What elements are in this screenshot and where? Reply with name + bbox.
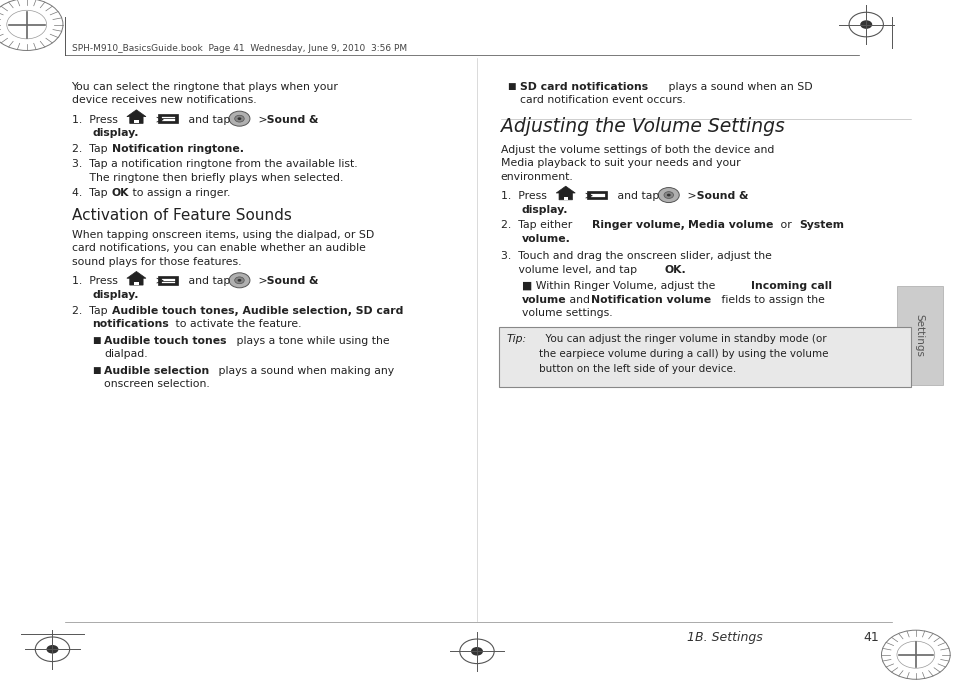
Text: volume level, and tap: volume level, and tap xyxy=(500,265,639,275)
Text: device receives new notifications.: device receives new notifications. xyxy=(71,95,256,106)
Circle shape xyxy=(666,194,670,196)
Text: and tap: and tap xyxy=(185,276,231,286)
Bar xyxy=(896,286,942,385)
Text: Media volume: Media volume xyxy=(687,220,772,231)
Text: When tapping onscreen items, using the dialpad, or SD: When tapping onscreen items, using the d… xyxy=(71,230,374,240)
Text: 2.  Tap either: 2. Tap either xyxy=(500,220,575,231)
Text: and: and xyxy=(565,295,593,305)
Text: >: > xyxy=(683,191,696,201)
Text: 1.  Press: 1. Press xyxy=(71,276,117,286)
Text: plays a tone while using the: plays a tone while using the xyxy=(233,336,389,346)
Bar xyxy=(563,197,567,200)
Text: to activate the feature.: to activate the feature. xyxy=(172,319,301,329)
Text: OK: OK xyxy=(112,188,129,198)
Text: Sound &: Sound & xyxy=(263,115,318,125)
Text: Media playback to suit your needs and your: Media playback to suit your needs and yo… xyxy=(500,158,740,168)
Text: sound plays for those features.: sound plays for those features. xyxy=(71,257,241,267)
Polygon shape xyxy=(127,110,146,123)
Text: Activation of Feature Sounds: Activation of Feature Sounds xyxy=(71,208,291,223)
Text: Ringer volume,: Ringer volume, xyxy=(592,220,684,231)
Text: notifications: notifications xyxy=(92,319,169,329)
Circle shape xyxy=(229,273,250,288)
Text: plays a sound when an SD: plays a sound when an SD xyxy=(664,82,812,92)
Text: 4.  Tap: 4. Tap xyxy=(71,188,111,198)
Text: Tip:: Tip: xyxy=(506,334,526,344)
Circle shape xyxy=(860,20,871,29)
Circle shape xyxy=(237,117,241,120)
Text: System: System xyxy=(799,220,843,231)
Text: display.: display. xyxy=(92,128,139,138)
Bar xyxy=(158,115,177,123)
Text: Notification ringtone.: Notification ringtone. xyxy=(112,144,243,154)
Text: to assign a ringer.: to assign a ringer. xyxy=(129,188,230,198)
Bar xyxy=(498,327,910,387)
Text: button on the left side of your device.: button on the left side of your device. xyxy=(538,364,736,374)
Text: The ringtone then briefly plays when selected.: The ringtone then briefly plays when sel… xyxy=(71,173,342,183)
Text: SD card notifications: SD card notifications xyxy=(519,82,647,92)
Text: Notification volume: Notification volume xyxy=(591,295,711,305)
Text: You can adjust the ringer volume in standby mode (or: You can adjust the ringer volume in stan… xyxy=(538,334,825,344)
Polygon shape xyxy=(556,186,575,200)
Circle shape xyxy=(234,115,244,122)
Text: Sound &: Sound & xyxy=(692,191,747,201)
Text: card notification event occurs.: card notification event occurs. xyxy=(519,95,685,106)
Text: Adjusting the Volume Settings: Adjusting the Volume Settings xyxy=(500,117,783,136)
Text: environment.: environment. xyxy=(500,172,573,182)
Polygon shape xyxy=(127,271,146,285)
Text: Audible touch tones: Audible touch tones xyxy=(104,336,226,346)
Text: 41: 41 xyxy=(862,631,879,644)
Text: 1.  Press: 1. Press xyxy=(500,191,546,201)
Text: and tap: and tap xyxy=(185,115,231,125)
Text: SPH-M910_BasicsGuide.book  Page 41  Wednesday, June 9, 2010  3:56 PM: SPH-M910_BasicsGuide.book Page 41 Wednes… xyxy=(71,44,406,53)
Bar xyxy=(134,121,138,123)
Bar xyxy=(134,282,138,285)
Text: ■ Within Ringer Volume, adjust the: ■ Within Ringer Volume, adjust the xyxy=(521,281,718,291)
Text: 2.  Tap: 2. Tap xyxy=(71,306,111,316)
Text: Adjust the volume settings of both the device and: Adjust the volume settings of both the d… xyxy=(500,145,774,155)
Text: >: > xyxy=(152,115,164,125)
Text: Settings: Settings xyxy=(914,314,923,357)
Text: and tap: and tap xyxy=(614,191,659,201)
Text: >: > xyxy=(152,276,164,286)
Circle shape xyxy=(234,277,244,284)
Text: You can select the ringtone that plays when your: You can select the ringtone that plays w… xyxy=(71,82,338,92)
Text: 3.  Tap a notification ringtone from the available list.: 3. Tap a notification ringtone from the … xyxy=(71,159,356,169)
Bar xyxy=(158,276,177,284)
Text: Audible touch tones, Audible selection, SD card: Audible touch tones, Audible selection, … xyxy=(112,306,402,316)
Circle shape xyxy=(237,279,241,282)
Text: the earpiece volume during a call) by using the volume: the earpiece volume during a call) by us… xyxy=(538,349,827,359)
Text: Incoming call: Incoming call xyxy=(750,281,831,291)
Text: >: > xyxy=(254,115,267,125)
Text: 2.  Tap: 2. Tap xyxy=(71,144,111,154)
Text: fields to assign the: fields to assign the xyxy=(718,295,824,305)
Text: >: > xyxy=(580,191,593,201)
Text: 3.  Touch and drag the onscreen slider, adjust the: 3. Touch and drag the onscreen slider, a… xyxy=(500,251,771,261)
Bar xyxy=(587,191,606,199)
Text: volume settings.: volume settings. xyxy=(521,308,612,318)
Text: >: > xyxy=(254,276,267,286)
Circle shape xyxy=(663,192,673,198)
Text: ■: ■ xyxy=(92,336,104,344)
Circle shape xyxy=(47,645,58,653)
Circle shape xyxy=(471,647,482,655)
Text: 1.  Press: 1. Press xyxy=(71,115,117,125)
Text: Sound &: Sound & xyxy=(263,276,318,286)
Text: volume.: volume. xyxy=(521,234,570,244)
Text: ■: ■ xyxy=(508,82,519,91)
Text: or: or xyxy=(776,220,794,231)
Text: volume: volume xyxy=(521,295,566,305)
Text: plays a sound when making any: plays a sound when making any xyxy=(214,366,394,376)
Text: display.: display. xyxy=(521,205,568,215)
Text: card notifications, you can enable whether an audible: card notifications, you can enable wheth… xyxy=(71,243,365,254)
Text: ■: ■ xyxy=(92,366,104,374)
Text: display.: display. xyxy=(92,290,139,300)
Text: onscreen selection.: onscreen selection. xyxy=(104,379,210,389)
Circle shape xyxy=(658,188,679,203)
Text: OK.: OK. xyxy=(664,265,686,275)
Text: Audible selection: Audible selection xyxy=(104,366,209,376)
Text: dialpad.: dialpad. xyxy=(104,349,148,359)
Text: 1B. Settings: 1B. Settings xyxy=(686,631,761,644)
Circle shape xyxy=(229,111,250,126)
